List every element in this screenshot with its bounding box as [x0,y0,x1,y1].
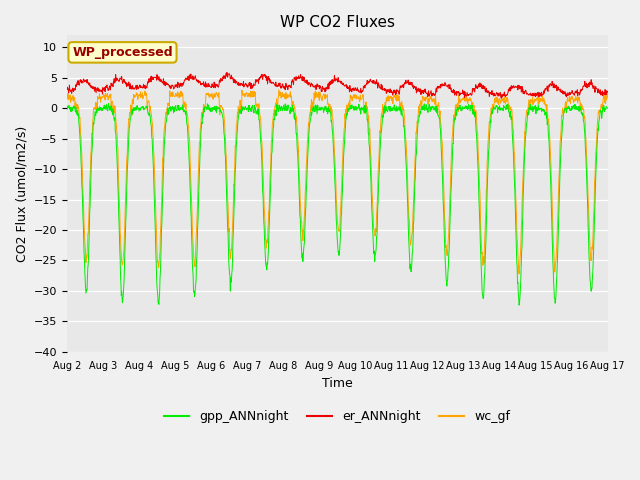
gpp_ANNnight [244,107,252,112]
gpp_ANNnight [184,124,191,130]
gpp_ANNnight [63,106,70,111]
wc_gf [492,94,500,100]
er_ANNnight [492,92,500,97]
er_ANNnight [170,85,178,91]
gpp_ANNnight [170,108,178,114]
Line: gpp_ANNnight: gpp_ANNnight [67,104,608,305]
wc_gf [422,98,429,104]
gpp_ANNnight [540,107,548,112]
er_ANNnight [183,77,191,83]
Legend: gpp_ANNnight, er_ANNnight, wc_gf: gpp_ANNnight, er_ANNnight, wc_gf [159,405,515,428]
wc_gf [604,92,612,98]
Title: WP CO2 Fluxes: WP CO2 Fluxes [280,15,395,30]
gpp_ANNnight [422,106,429,111]
wc_gf [244,94,252,99]
wc_gf [183,110,191,116]
Line: er_ANNnight: er_ANNnight [67,72,608,98]
er_ANNnight [497,96,505,101]
er_ANNnight [223,70,231,75]
er_ANNnight [63,86,70,92]
Text: WP_processed: WP_processed [72,46,173,59]
wc_gf [540,101,548,107]
er_ANNnight [604,89,612,95]
gpp_ANNnight [604,106,612,111]
Y-axis label: CO2 Flux (umol/m2/s): CO2 Flux (umol/m2/s) [15,125,28,262]
gpp_ANNnight [105,101,113,107]
er_ANNnight [244,84,252,89]
wc_gf [275,87,283,93]
er_ANNnight [422,90,429,96]
Line: wc_gf: wc_gf [67,90,608,274]
X-axis label: Time: Time [322,377,353,390]
gpp_ANNnight [492,103,500,108]
gpp_ANNnight [515,302,523,308]
wc_gf [515,271,523,276]
wc_gf [170,93,178,98]
er_ANNnight [540,90,548,96]
wc_gf [63,95,70,101]
